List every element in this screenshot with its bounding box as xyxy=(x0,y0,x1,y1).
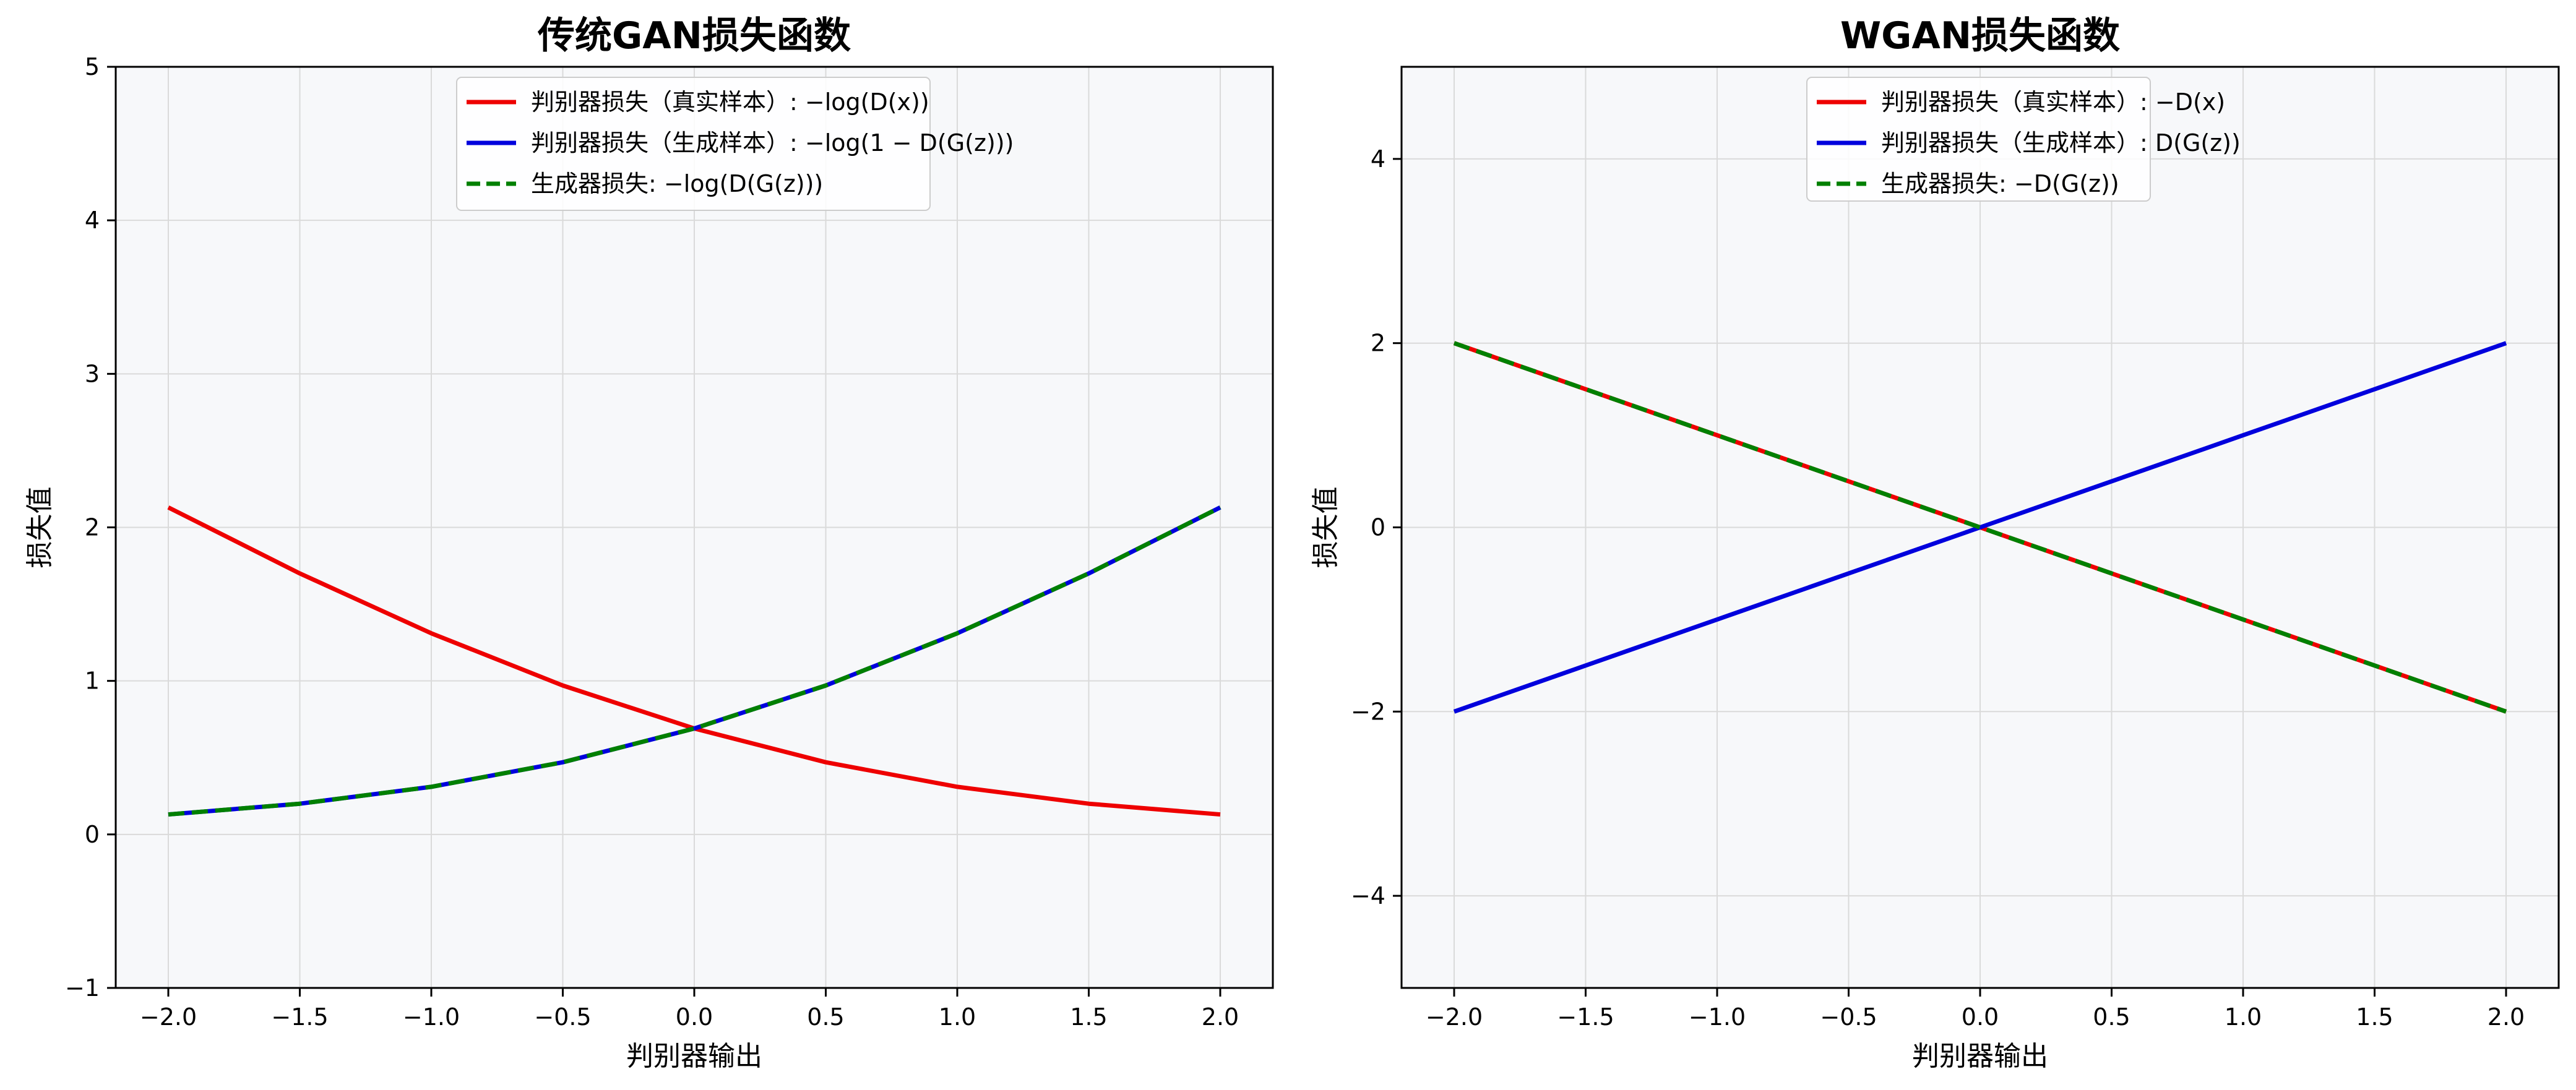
x-tick-label: −0.5 xyxy=(534,1003,591,1031)
y-tick-label: 4 xyxy=(1371,145,1385,173)
legend-entry-1: 判别器损失（真实样本）: −log(D(x)) xyxy=(531,88,929,116)
legend-box xyxy=(1806,77,2151,202)
x-tick-label: −2.0 xyxy=(1426,1003,1483,1031)
y-tick-label: 1 xyxy=(85,667,100,695)
chart-title: 传统GAN损失函数 xyxy=(537,14,851,58)
y-tick-label: −2 xyxy=(1351,698,1385,725)
x-axis-label: 判别器输出 xyxy=(1912,1041,2048,1072)
x-tick-label: 1.0 xyxy=(939,1003,976,1031)
chart-title: WGAN损失函数 xyxy=(1840,14,2120,58)
y-tick-label: 0 xyxy=(85,821,100,848)
x-tick-label: 1.5 xyxy=(1070,1003,1107,1031)
y-tick-label: 3 xyxy=(85,360,100,387)
series-line-3 xyxy=(168,505,1221,817)
y-tick-label: −1 xyxy=(65,974,100,1002)
y-tick-label: 2 xyxy=(1371,330,1385,357)
legend: 判别器损失（真实样本）: −D(x) 判别器损失（生成样本）: D(G(z)) 生成… xyxy=(1806,77,2241,202)
legend-entry-2: 判别器损失（生成样本）: D(G(z)) xyxy=(1881,129,2241,157)
x-tick-label: −1.0 xyxy=(403,1003,460,1031)
legend-entry-2: 判别器损失（生成样本）: −log(1 − D(G(z))) xyxy=(531,129,1014,157)
legend-entry-3: 生成器损失: −log(D(G(z))) xyxy=(531,170,823,197)
chart-panel-1: −2.0 −1.5 −1.0 −0.5 0.0 0.5 1.0 1.5 2.0 −1 0 1 2 3 4 5 传… xyxy=(24,14,1274,1072)
x-tick-label: −1.5 xyxy=(271,1003,328,1031)
x-tick-label: −0.5 xyxy=(1820,1003,1877,1031)
x-tick-label: 0.5 xyxy=(807,1003,844,1031)
x-tick-label: −1.5 xyxy=(1557,1003,1614,1031)
y-tick-label: 4 xyxy=(85,207,100,234)
x-tick-label: 2.0 xyxy=(1202,1003,1239,1031)
legend-box xyxy=(456,77,931,211)
x-tick-label: −1.0 xyxy=(1689,1003,1746,1031)
legend: 判别器损失（真实样本）: −log(D(x)) 判别器损失（生成样本）: −log… xyxy=(456,77,1014,211)
x-tick-label: 0.5 xyxy=(2093,1003,2130,1031)
legend-entry-1: 判别器损失（真实样本）: −D(x) xyxy=(1881,88,2225,116)
y-axis-label: 损失值 xyxy=(24,487,56,569)
y-tick-label: 2 xyxy=(85,514,100,541)
x-tick-label: 0.0 xyxy=(1962,1003,1999,1031)
y-tick-label: 0 xyxy=(1371,514,1385,541)
y-tick-label: −4 xyxy=(1351,882,1385,909)
x-tick-label: 0.0 xyxy=(676,1003,713,1031)
x-tick-label: 1.0 xyxy=(2225,1003,2262,1031)
x-tick-label: 1.5 xyxy=(2356,1003,2393,1031)
y-tick-label: 5 xyxy=(85,53,100,80)
series-line-3 xyxy=(1453,341,2507,714)
x-axis-label: 判别器输出 xyxy=(626,1041,762,1072)
chart-panel-2: −2.0 −1.5 −1.0 −0.5 0.0 0.5 1.0 1.5 2.0 −4 −2 0 2 4 WG… xyxy=(1310,14,2560,1072)
x-tick-label: −2.0 xyxy=(140,1003,197,1031)
legend-entry-3: 生成器损失: −D(G(z)) xyxy=(1881,170,2119,197)
series-line-2 xyxy=(1453,341,2507,714)
x-tick-label: 2.0 xyxy=(2488,1003,2525,1031)
y-axis-label: 损失值 xyxy=(1310,487,1342,569)
